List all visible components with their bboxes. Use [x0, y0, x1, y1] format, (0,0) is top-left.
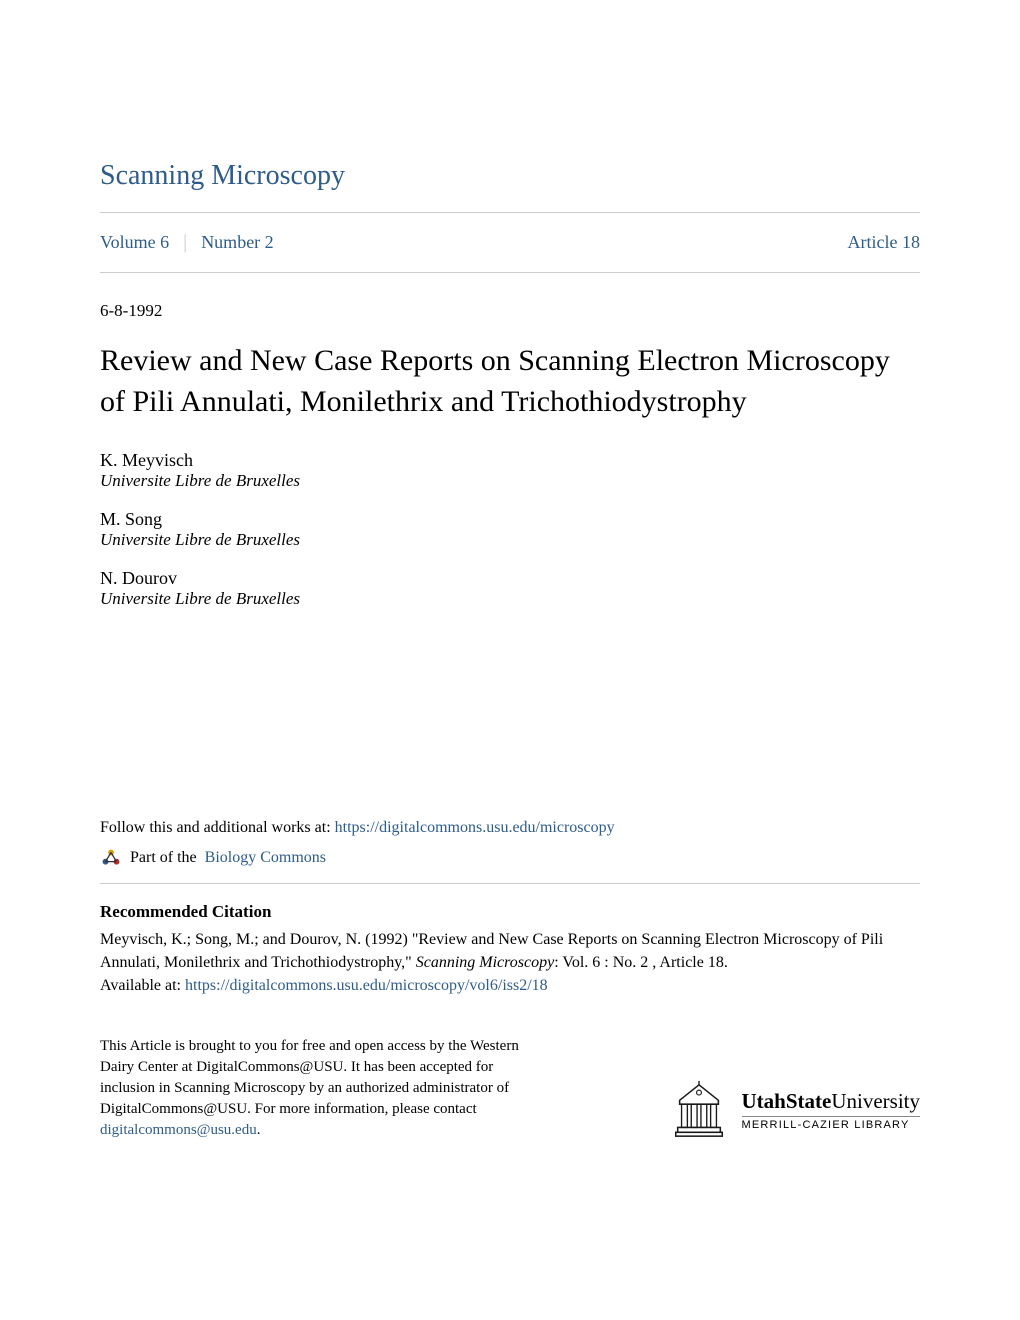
- footer-email-link[interactable]: digitalcommons@usu.edu: [100, 1122, 257, 1138]
- authors-list: K. MeyvischUniversite Libre de Bruxelles…: [100, 450, 920, 609]
- part-of-row: Part of the Biology Commons: [100, 847, 920, 869]
- breadcrumb-nav: Volume 6 | Number 2 Article 18: [100, 213, 920, 272]
- follow-url-link[interactable]: https://digitalcommons.usu.edu/microscop…: [335, 819, 615, 836]
- building-icon: [668, 1079, 730, 1141]
- footer-logo: UtahStateUniversity MERRILL-CAZIER LIBRA…: [668, 1079, 920, 1141]
- author-block: M. SongUniversite Libre de Bruxelles: [100, 509, 920, 550]
- network-icon: [100, 847, 122, 869]
- nav-left: Volume 6 | Number 2: [100, 231, 274, 254]
- citation-heading: Recommended Citation: [100, 902, 920, 922]
- citation-journal-italic: Scanning Microscopy: [416, 954, 554, 971]
- number-link[interactable]: Number 2: [201, 232, 273, 253]
- journal-header: Scanning Microscopy: [100, 160, 920, 192]
- citation-text: Meyvisch, K.; Song, M.; and Dourov, N. (…: [100, 928, 920, 998]
- follow-section: Follow this and additional works at: htt…: [100, 819, 920, 869]
- part-of-prefix: Part of the: [130, 849, 197, 867]
- logo-university-light: University: [831, 1089, 920, 1113]
- footer-section: This Article is brought to you for free …: [100, 1036, 920, 1141]
- citation-section: Recommended Citation Meyvisch, K.; Song,…: [100, 902, 920, 998]
- footer-text: This Article is brought to you for free …: [100, 1036, 530, 1141]
- citation-available-url[interactable]: https://digitalcommons.usu.edu/microscop…: [185, 977, 548, 994]
- logo-library-name: MERRILL-CAZIER LIBRARY: [742, 1116, 920, 1131]
- author-block: K. MeyvischUniversite Libre de Bruxelles: [100, 450, 920, 491]
- author-name: M. Song: [100, 509, 920, 530]
- footer-text-before: This Article is brought to you for free …: [100, 1038, 519, 1117]
- author-affiliation: Universite Libre de Bruxelles: [100, 471, 920, 491]
- article-date: 6-8-1992: [100, 301, 920, 321]
- author-name: N. Dourov: [100, 568, 920, 589]
- author-affiliation: Universite Libre de Bruxelles: [100, 589, 920, 609]
- article-link[interactable]: Article 18: [848, 232, 920, 252]
- logo-university-name: UtahStateUniversity: [742, 1089, 920, 1114]
- logo-university-bold: UtahState: [742, 1089, 832, 1113]
- article-title: Review and New Case Reports on Scanning …: [100, 341, 920, 422]
- journal-title: Scanning Microscopy: [100, 160, 920, 192]
- citation-body-2: : Vol. 6 : No. 2 , Article 18.: [554, 954, 728, 971]
- commons-link[interactable]: Biology Commons: [205, 849, 326, 867]
- divider-bottom: [100, 883, 920, 884]
- author-name: K. Meyvisch: [100, 450, 920, 471]
- divider-mid: [100, 272, 920, 273]
- volume-link[interactable]: Volume 6: [100, 232, 169, 253]
- nav-right: Article 18: [848, 232, 920, 253]
- author-affiliation: Universite Libre de Bruxelles: [100, 530, 920, 550]
- nav-separator: |: [183, 231, 187, 254]
- logo-text: UtahStateUniversity MERRILL-CAZIER LIBRA…: [742, 1089, 920, 1131]
- follow-prefix: Follow this and additional works at:: [100, 819, 335, 836]
- journal-title-link[interactable]: Scanning Microscopy: [100, 160, 345, 191]
- author-block: N. DourovUniversite Libre de Bruxelles: [100, 568, 920, 609]
- citation-available-prefix: Available at:: [100, 977, 185, 994]
- footer-text-after: .: [257, 1122, 261, 1138]
